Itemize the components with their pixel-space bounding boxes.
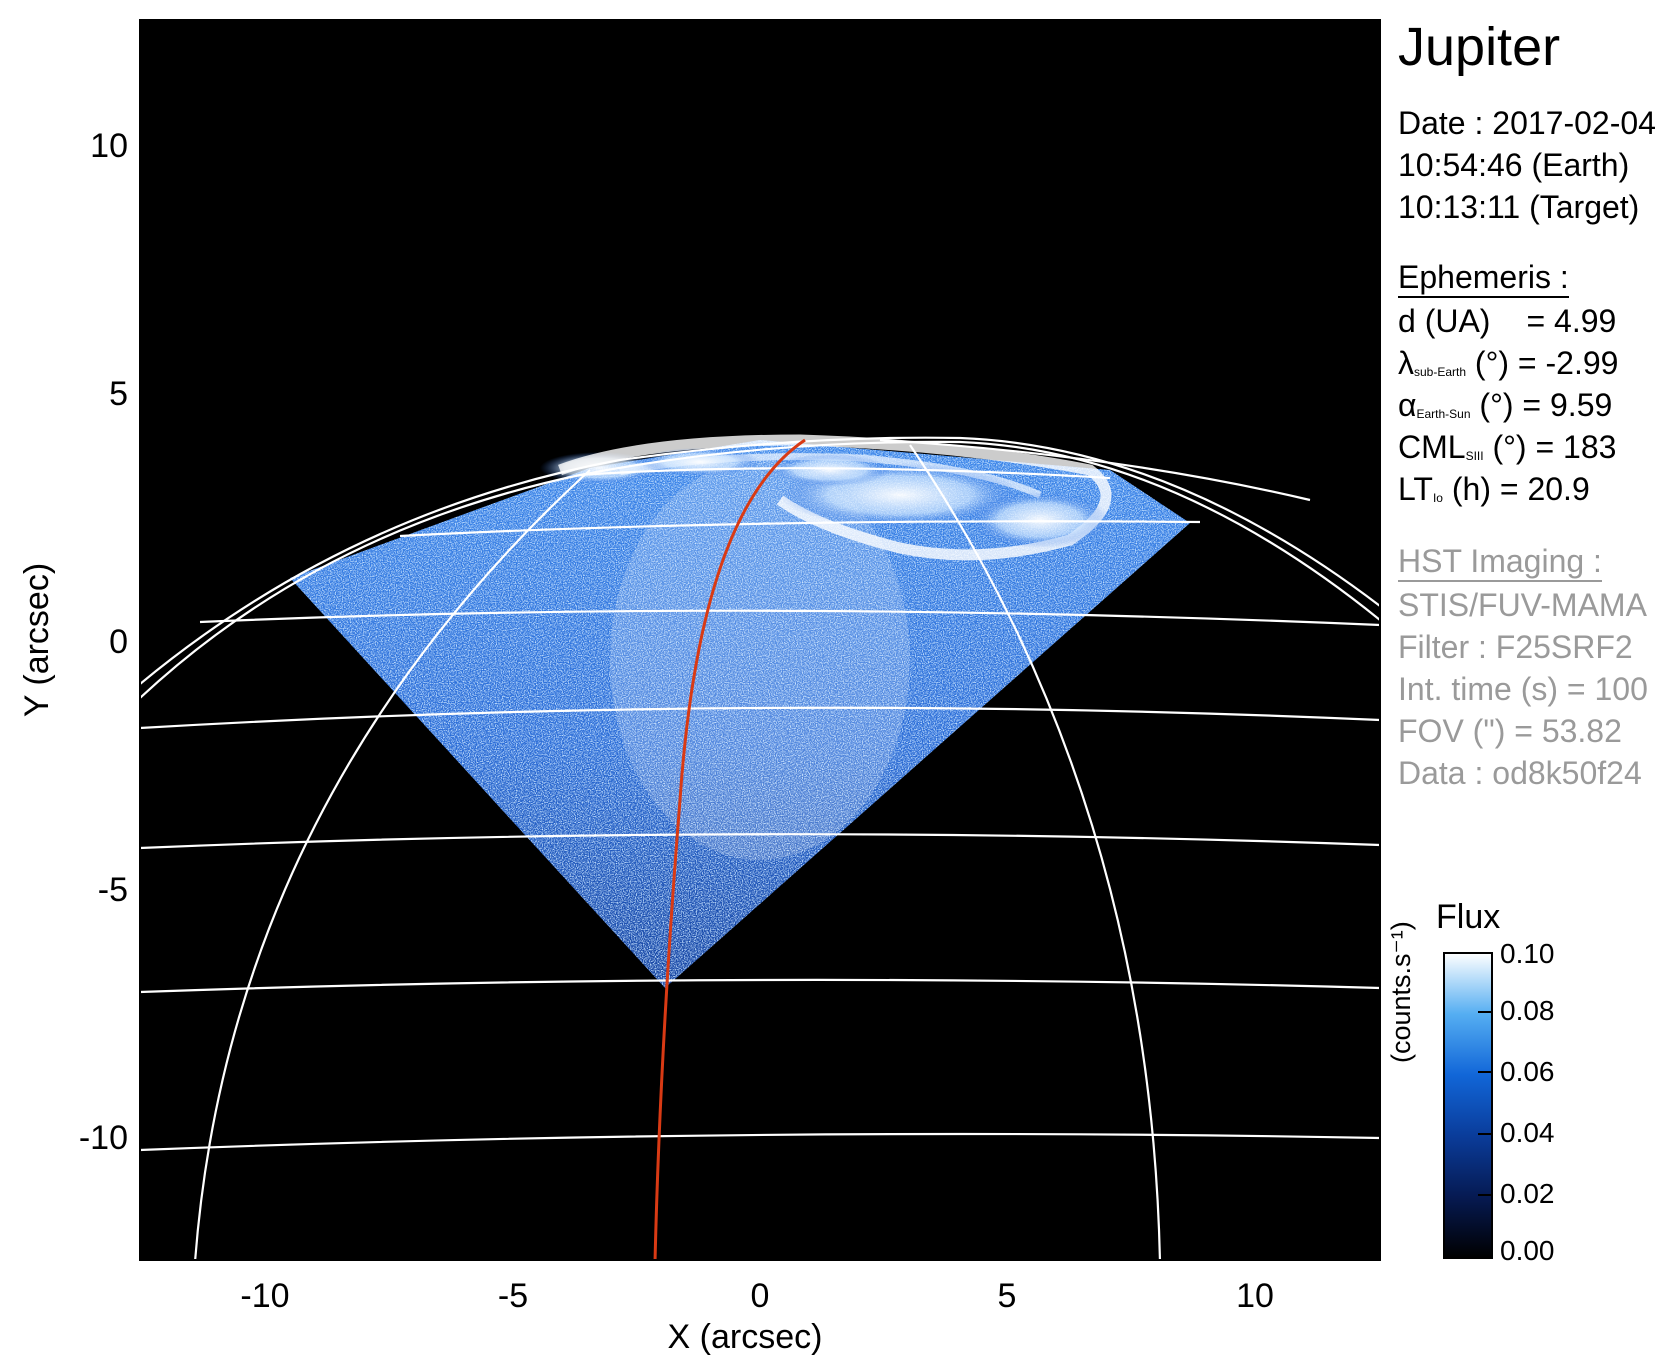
y-axis-label: Y (arcsec) [18,563,56,717]
x-tick-label: 10 [1236,1277,1274,1315]
cml-subscript: SIII [1465,449,1484,463]
colorbar-tick-label: 0.08 [1500,995,1555,1026]
plot-frame [139,19,1381,1261]
colorbar-tick-label: 0.06 [1500,1056,1555,1087]
ephemeris-header: Ephemeris : [1398,256,1569,298]
hst-header-text: HST Imaging : [1398,542,1602,582]
distance-label: d (UA) [1398,303,1491,339]
date-line: Date : 2017-02-04 [1398,105,1656,141]
target-title: Jupiter [1398,17,1561,77]
lambda-value: (°) = -2.99 [1466,345,1619,381]
x-tick-label: -5 [498,1277,528,1315]
lt-value: (h) = 20.9 [1442,471,1590,507]
y-tick-label: 5 [109,375,128,413]
alpha-subscript: Earth-Sun [1416,407,1471,421]
hst-header: HST Imaging : [1398,540,1602,582]
local-time-row: LTIo (h) = 20.9 [1398,468,1590,519]
y-axis: 10 5 0 -5 -10 Y (arcsec) [18,127,128,1157]
y-tick-label: -10 [79,1119,128,1157]
alpha-symbol: α [1398,387,1417,423]
alpha-value: (°) = 9.59 [1470,387,1613,423]
y-tick-label: -5 [98,871,128,909]
colorbar-tick-label: 0.02 [1500,1178,1555,1209]
data-id: Data : od8k50f24 [1398,755,1642,791]
integration-time: Int. time (s) = 100 [1398,671,1648,707]
colorbar-ticks-marks [1478,1011,1492,1196]
colorbar-tick-label: 0.00 [1500,1235,1555,1266]
lambda-subscript: sub-Earth [1414,365,1467,379]
cml-symbol: CML [1398,429,1466,465]
cml-value: (°) = 183 [1483,429,1617,465]
target-time: 10:13:11 (Target) [1398,189,1640,225]
distance-row: d (UA) = 4.99 [1398,300,1616,342]
x-axis: -10 -5 0 5 10 X (arcsec) [240,1277,1273,1356]
x-tick-label: 0 [751,1277,770,1315]
phase-angle-row: αEarth-Sun (°) = 9.59 [1398,384,1612,435]
instrument: STIS/FUV-MAMA [1398,587,1647,623]
lambda-symbol: λ [1398,345,1414,381]
colorbar-tick-label: 0.04 [1500,1117,1555,1148]
filter: Filter : F25SRF2 [1398,629,1633,665]
central-meridian-line [653,438,806,1260]
x-tick-label: -10 [240,1277,289,1315]
lt-subscript: Io [1432,491,1443,505]
sub-earth-latitude-row: λsub-Earth (°) = -2.99 [1398,342,1618,393]
colorbar [1443,952,1493,1259]
earth-time: 10:54:46 (Earth) [1398,147,1630,183]
y-tick-label: 10 [90,127,128,165]
longitude-grid [194,438,1311,1260]
latitude-grid [140,436,1380,1152]
cml-row: CMLSIII (°) = 183 [1398,426,1616,477]
colorbar-tick-label: 0.10 [1500,938,1555,969]
colorbar-unit: (counts.s⁻¹) [1386,921,1416,1063]
distance-value: = 4.99 [1526,303,1617,339]
ephemeris-header-text: Ephemeris : [1398,258,1569,298]
lt-symbol: LT [1398,471,1433,507]
field-of-view: FOV (") = 53.82 [1398,713,1622,749]
colorbar-title: Flux [1436,898,1501,936]
x-axis-label: X (arcsec) [668,1318,823,1356]
x-tick-label: 5 [998,1277,1017,1315]
y-tick-label: 0 [109,623,128,661]
